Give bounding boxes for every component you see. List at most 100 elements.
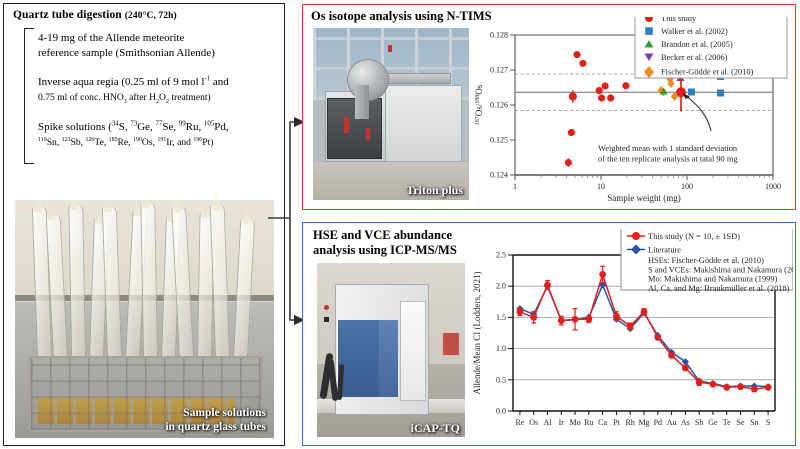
hse-xtick-label: Ru [584,418,593,427]
lab-floor [313,162,469,200]
tube-rack-grid [31,358,261,430]
os-x-axis: 1 10 100 1000 Sample weight (mg) [513,175,781,203]
quartz-tube [68,204,86,358]
instrument-red-valve [344,117,350,134]
hse-data-point [557,317,565,324]
hse-data-point [695,378,703,386]
hse-xtick-label: Ca [598,418,607,427]
instrument-red-valve [366,127,371,140]
tube-rack [29,356,263,432]
icap-side-panel [399,301,426,401]
os-y-axis-title: 187Os/188Os [474,84,484,125]
hse-legend-note: S and VCEs: Makishima and Nakamura (2009… [648,265,793,274]
hse-xtick-label: Ir [559,418,565,427]
icap-red-box [443,332,460,355]
hse-data-point [668,352,675,359]
hse-y-axis: 0.0 0.5 1.0 1.5 2.0 2.5 [496,251,513,416]
hse-ytick-label: 0.5 [496,375,506,384]
hse-ytick-label: 1.0 [496,344,506,353]
icap-tq-photo: iCAP-TQ [317,263,465,437]
hse-xtick-label: S [766,418,770,427]
hse-series-line [519,282,769,388]
icap-status-led [324,304,330,310]
hse-data-point [764,383,772,391]
hse-xtick-label: Se [737,418,745,427]
os-series-brandon [659,87,668,95]
os-legend-label: Fischer-Gödde et al. (2010) [661,68,754,77]
hse-y-axis-title: Allende/Mean CI (Lodders, 2021) [472,272,482,395]
hse-data-point [599,270,607,278]
hse-data-point [750,385,758,393]
instrument-body-right [384,84,462,163]
os-isotope-chart: 0.124 0.125 0.126 0.127 0.128 187Os/188O… [474,17,788,203]
hse-data-point [585,315,593,323]
caption-line-1: Sample solutions [183,407,266,419]
process-step-1: 4-19 mg of the Allende meteorite referenc… [38,32,215,59]
hse-data-point [544,281,551,289]
hse-legend-note: HSEs: Fischer-Gödde et al. (2010) [648,256,764,265]
hse-legend-note: Al, Ca, and Mg: Braukmüller et al. (2018… [648,284,790,293]
hse-chart-legend: This study (N = 10, ± 1SD) Literature HS… [620,229,793,293]
hse-xtick-label: Mg [638,418,649,427]
os-xtick-label: 1000 [765,182,781,191]
hse-data-point [571,315,579,323]
icap-blue-door [337,320,380,397]
hse-xtick-label: Ge [708,418,718,427]
hse-data-point [516,308,524,316]
quartz-tube-photo-caption: Sample solutions in quartz glass tubes [165,406,266,434]
hse-data-point [681,364,689,372]
icap-tq-caption: iCAP-TQ [410,421,460,435]
instrument-electronics-bay [327,98,383,159]
os-y-axis: 0.124 0.125 0.126 0.127 0.128 [490,31,515,180]
hse-xtick-label: As [681,418,690,427]
os-annotation: Weighted mean with 1 standard deviation … [598,92,738,164]
os-ytick-label: 0.128 [490,31,508,40]
os-legend-label: Becker et al. (2006) [661,53,728,62]
os-ytick-label: 0.125 [490,136,508,145]
hse-ytick-label: 2.0 [496,282,506,291]
hse-series-literature [516,281,772,391]
hse-panel-title-line1: HSE and VCE abundance [313,228,453,242]
svg-text:Allende/Mean CI (Lodders, 2021: Allende/Mean CI (Lodders, 2021) [472,272,482,395]
quartz-digestion-panel: Quartz tube digestion (240°C, 72h) 4-19 … [3,3,285,446]
os-reference-lines [515,73,773,111]
os-ytick-label: 0.124 [490,171,508,180]
os-ytick-label: 0.126 [490,101,508,110]
triton-plus-caption: Triton plus [406,183,463,197]
hse-data-point [723,383,731,391]
hse-xtick-label: Mo [569,418,580,427]
os-xtick-label: 100 [681,182,693,191]
hse-xtick-label: Al [543,418,552,427]
os-xtick-label: 10 [597,182,605,191]
hse-xtick-label: Os [529,418,538,427]
caption-line-2: in quartz glass tubes [165,421,266,433]
os-legend-label: This study [661,17,697,23]
os-series-this-study [564,51,630,167]
hse-xtick-label: Pd [654,418,662,427]
hse-xtick-label: Sn [750,418,758,427]
left-panel-title-sub: (240°C, 72h) [124,11,177,21]
svg-text:187Os/188Os: 187Os/188Os [474,84,484,125]
hse-vce-chart: 0.0 0.5 1.0 1.5 2.0 2.5 Allende/Mean CI … [472,229,793,427]
triton-plus-photo: Triton plus [313,28,469,200]
process-step-3: Spike solutions (34S, 73Ge, 77Se, 99Ru, … [38,120,229,148]
os-x-axis-title: Sample weight (mg) [607,193,681,203]
hse-legend-label: Literature [648,246,681,255]
os-isotope-panel: Os isotope analysis using N-TIMS Triton … [302,4,796,210]
os-legend-label: Walker et al. (2002) [661,27,728,36]
process-bracket [24,28,34,164]
hse-xtick-label: Rh [626,418,635,427]
os-chart-legend: This study Walker et al. (2002) Brandon … [634,17,788,79]
quartz-tube [140,202,158,358]
hse-xtick-label: Pt [613,418,620,427]
os-weighted-mean-marker [676,73,686,112]
os-xtick-label: 1 [513,182,517,191]
hse-xtick-label: Sb [695,418,703,427]
hse-xtick-label: Re [515,418,524,427]
os-ytick-label: 0.127 [490,66,508,75]
hse-x-axis: Re Os Al Ir Mo Ru Ca Pt Rh Mg Pd Au As Sb Ge Te Se Sn S [515,411,770,427]
connector-to-bottom [289,218,294,321]
instrument-red-marker [387,45,392,53]
hse-data-point [626,322,634,330]
